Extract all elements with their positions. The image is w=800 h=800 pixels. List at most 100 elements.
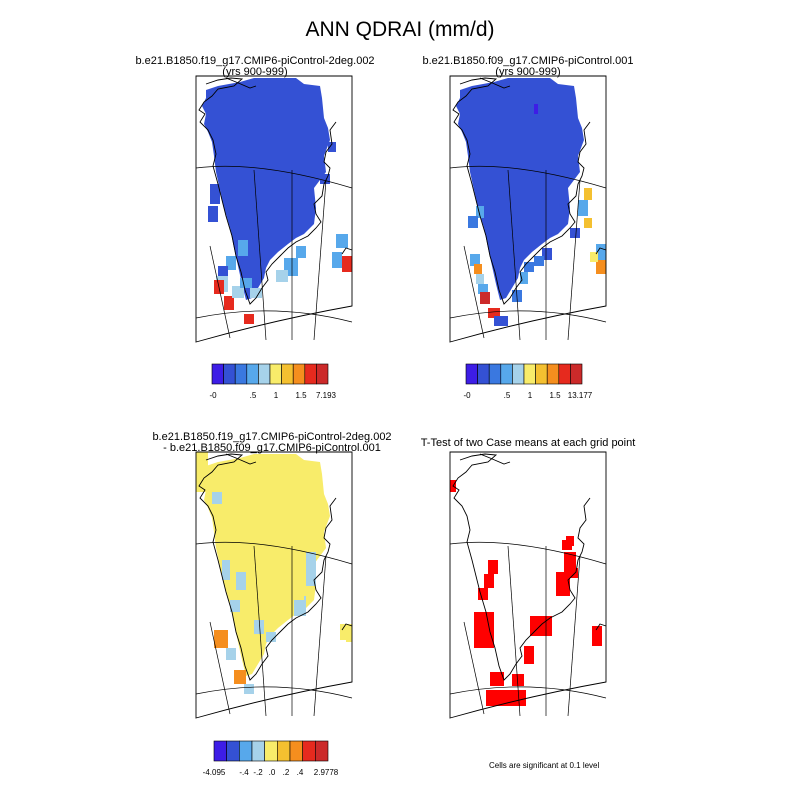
cbar-case2-label: 13.177 [567,391,593,400]
map-gridlines [195,541,353,717]
diff-cell [236,572,246,590]
diff-cell [234,670,246,684]
significant-cell [490,672,504,686]
coastline-path [595,623,607,631]
colorbar-swatch [512,363,525,385]
coastal-cell [524,262,534,272]
meridian-line [209,245,231,339]
coastal-cell [342,256,352,272]
coastal-cell [480,292,490,304]
panel-title-case2: b.e21.B1850.f09_g17.CMIP6-piControl.001 … [378,56,678,78]
diff-cell [244,684,254,694]
coastal-cell [478,284,488,294]
coastal-cell [240,278,252,288]
colorbar-case2 [465,363,583,385]
colorbar-swatch [316,363,329,385]
diff-cell [214,630,228,648]
coastal-cell [494,316,508,326]
coastline-path [225,77,257,89]
colorbar-swatch [477,363,490,385]
diff-cell [306,552,316,586]
coastline [198,453,353,681]
coastal-cell [488,308,500,318]
cbar-diff-label: .4 [296,768,304,777]
coastal-cell [596,244,606,260]
cbar-case2-label: .5 [503,391,511,400]
significant-cell-group [450,480,602,706]
colorbar-swatch [213,740,227,762]
colorbar-swatch [523,363,536,385]
colorbar-swatch [269,363,282,385]
map-frame [449,75,607,343]
parallel-line [195,686,353,699]
map-gridlines [449,541,607,717]
colorbar-swatch [246,363,259,385]
coastal-cell [244,314,254,324]
coastal-cell [208,206,218,222]
parallel-line [449,541,607,565]
significant-cell [524,646,534,664]
significant-cell [512,674,524,686]
panel-title-diff: b.e21.B1850.f19_g17.CMIP6-piControl-2deg… [122,432,422,454]
coastline-path [452,453,591,681]
colorbar-swatch [500,363,513,385]
meridian-line [463,621,485,715]
coastal-cell [534,256,544,266]
significance-note: Cells are significant at 0.1 level [489,761,600,770]
coastal-cell-group [468,104,606,326]
coastal-cell [590,252,598,262]
colorbar-swatch [558,363,571,385]
coastal-cell [584,218,592,228]
parallel-line [195,310,353,323]
significant-cell [570,568,578,578]
colorbar-swatch [570,363,583,385]
cbar-case1-label: 7.193 [315,391,337,400]
cbar-case2-labels: -0 .5 1 1.5 13.177 [463,391,592,403]
meridian-line [507,169,521,341]
colorbar-case1 [211,363,329,385]
significant-cell [478,588,488,600]
map-frame [195,75,353,343]
diff-cell [212,492,222,504]
cbar-case2-label: 1 [527,391,533,400]
colorbar-swatch [251,740,265,762]
colorbar-swatch [277,740,291,762]
coastal-cell [250,288,262,298]
significant-cell [484,574,494,588]
cbar-diff-label: .0 [268,768,276,777]
significant-cell [556,572,570,596]
figure-title: ANN QDRAI (mm/d) [305,18,495,41]
colorbar-swatch [465,363,478,385]
diff-cell [254,620,264,634]
coastal-cell [276,270,288,282]
map-gridlines [195,165,353,341]
colorbar-swatch [546,363,560,385]
diff-cell [226,648,236,660]
cbar-case1-labels: -0 .5 1 1.5 7.193 [209,391,336,403]
diff-cell [196,452,208,492]
colorbar-diff [213,740,329,762]
parallel-line [195,541,353,565]
diff-cell [222,560,230,580]
colorbar-swatch [535,363,548,385]
panel-title-case1-line2: (yrs 900-999) [222,66,288,78]
colorbar-swatch [234,363,248,385]
cbar-case1-label: 1 [273,391,279,400]
panel-title-diff-line2: - b.e21.B1850.f09_g17.CMIP6-piControl.00… [163,442,381,454]
cbar-case1-label: -0 [209,391,217,400]
cbar-case2-label: -0 [463,391,471,400]
meridian-line [253,545,267,717]
coastal-cell [534,104,538,114]
panel-title-case2-line2: (yrs 900-999) [495,66,561,78]
meridian-line [463,245,485,339]
coastline-path [198,77,337,305]
parallel-line [449,165,607,189]
coastal-cell [468,216,478,228]
panel-title-case1: b.e21.B1850.f19_g17.CMIP6-piControl-2deg… [105,56,405,78]
coastline-path [341,247,353,255]
coastal-cell [520,272,528,284]
map-frame [449,451,607,719]
coastal-cell [226,256,236,270]
coastal-cell [232,286,244,298]
coastal-cell [542,248,552,260]
